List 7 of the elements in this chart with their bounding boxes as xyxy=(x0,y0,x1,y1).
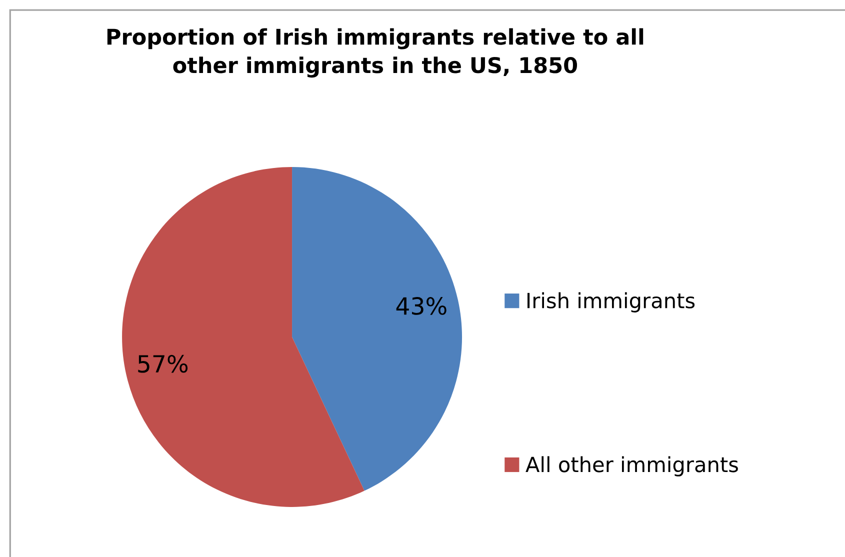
pie-slice xyxy=(292,166,462,491)
legend-label: Irish immigrants xyxy=(528,292,695,312)
legend-label: All other immigrants xyxy=(526,456,738,476)
chart-title: Proportion of Irish immigrants relative to all other immigrants in the US, 1850 xyxy=(107,28,644,78)
data-label: 57% xyxy=(138,354,188,373)
pie-slice xyxy=(122,166,364,507)
data-label: 43% xyxy=(396,297,446,315)
